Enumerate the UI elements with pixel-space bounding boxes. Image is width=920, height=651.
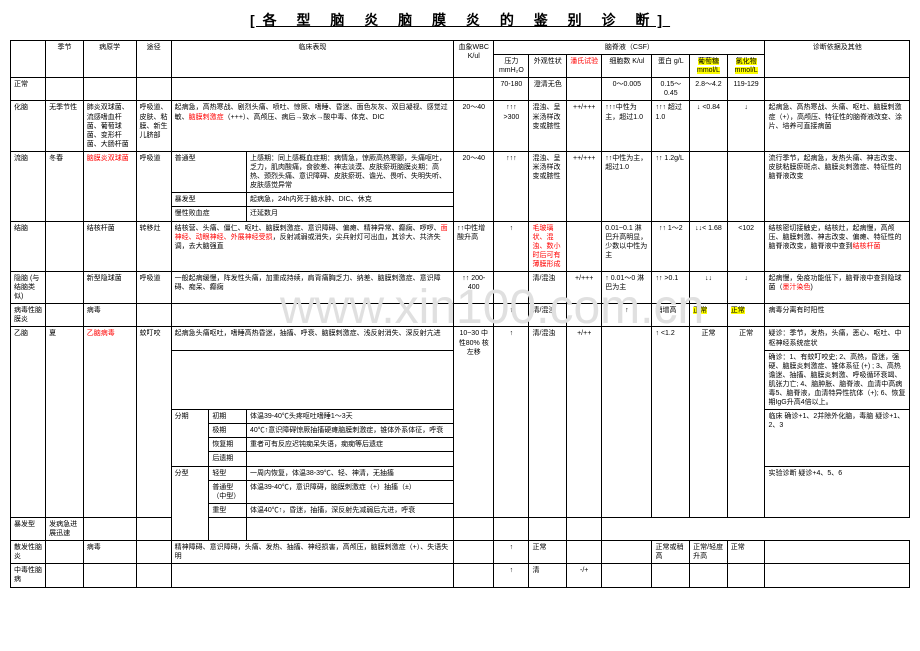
row-yinao: 乙脑 夏 乙脑病毒 蚊叮咬 起病急头痛呕吐，嗜睡高热昏迷，抽搐、呼衰、脑膜刺激症… — [11, 327, 910, 350]
h-glucose: 葡萄糖 mmol/L — [690, 55, 728, 78]
main-table: 季节 病原学 途径 临床表现 血象WBC K/ul 脑脊液（CSF） 诊断依据及… — [10, 40, 910, 588]
h-etiology: 病原学 — [83, 41, 136, 78]
row-bingdu: 病毒性脑膜炎 病毒 ↑ 清/混浊 ↑ 稍增高 正常 正常 病毒分离有时阳性 — [11, 304, 910, 327]
row-zhongdu: 中毒性脑病 ↑ 清 -/+ — [11, 564, 910, 587]
row-sanfa: 散发性脑炎 病毒 精神障碍、意识障碍，头痛、发热、抽搐、神经损害，高颅压，脑膜刺… — [11, 541, 910, 564]
h-diagnosis: 诊断依据及其他 — [765, 41, 910, 78]
h-appearance: 外观性状 — [529, 55, 567, 78]
h-pandy: 潘氏试验 — [567, 55, 602, 78]
h-season: 季节 — [46, 41, 84, 78]
h-wbc: 血象WBC K/ul — [454, 41, 494, 78]
row-normal: 正常 70-180 澄清无色 0～0.005 0.15～0.45 2.8～4.2… — [11, 78, 910, 101]
h-disease — [11, 41, 46, 78]
h-pressure: 压力 mmH₂O — [494, 55, 529, 78]
page-title: [各 型 脑 炎 脑 膜 炎 的 鉴 别 诊 断] — [10, 10, 910, 30]
h-protein: 蛋白 g/L — [652, 55, 690, 78]
h-clinical: 临床表现 — [171, 41, 454, 78]
row-yinao-bfx: 暴发型发病急进展迅速 — [11, 517, 910, 540]
h-csf: 脑脊液（CSF） — [494, 41, 765, 55]
row-liunao-1: 流脑 冬春 脑膜炎双球菌 呼吸道 普通型 上感期：同上感概血症期：病情急，惊厥高… — [11, 151, 910, 192]
h-cell: 细胞数 K/ul — [602, 55, 652, 78]
row-hualian: 化脑 无季节性 肺炎双球菌、流感嗜血杆菌、葡萄球菌、变形杆菌、大肠杆菌 呼吸道、… — [11, 101, 910, 151]
row-yinnao: 隐脑 (与结脑类似) 新型隐球菌 呼吸道 一般起病缓慢，阵发性头痛，加重成持续，… — [11, 271, 910, 303]
h-chloride: 氯化物 mmol/L — [727, 55, 765, 78]
row-jienao: 结脑 结核杆菌 转移灶 结核营、头痛、僵仁、呕吐、脑膜刺激症、意识障碍、偏瘫、精… — [11, 221, 910, 271]
h-route: 途径 — [136, 41, 171, 78]
